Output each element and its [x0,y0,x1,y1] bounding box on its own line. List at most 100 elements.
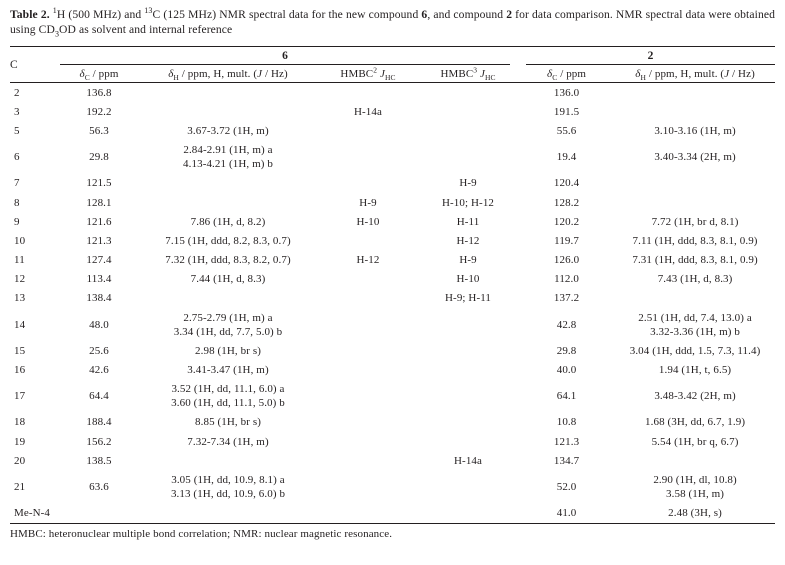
cell-line: 11 [14,254,25,267]
col-header-carbon: C [10,46,60,83]
cell-hmbc2 [318,413,418,432]
cell-carbon-number: 6 [10,141,60,174]
delta-symbol: δ [168,67,174,80]
table-row: 12 113.4 7.44 (1H, d, 8.3) H-10 112.0 7.43 (1… [10,270,775,289]
cell-line: 113.4 [86,273,112,286]
header-text: / ppm [557,67,587,80]
cell-line: 2.84-2.91 (1H, m) a [183,144,273,157]
cell-dh-compound-6 [138,174,318,193]
cell-hmbc2 [318,380,418,413]
header-text: / Hz) [262,67,288,80]
cell-line: 2.90 (1H, dl, 10.8) [653,473,737,486]
cell-dh-compound-6: 7.32 (1H, ddd, 8.3, 8.2, 0.7) [138,251,318,270]
table-row: 17 64.4 3.52 (1H, dd, 11.1, 6.0) a 3.60 (1H… [10,380,775,413]
cell-line: 15 [14,344,26,357]
column-header-row: δC / ppm δH / ppm, H, mult. (J / Hz) HMB… [10,64,776,83]
hmbc-superscript: 3 [473,64,478,74]
cell-line: 138.5 [86,454,112,467]
cell-hmbc2 [318,289,418,308]
cell-hmbc3: H-9 [418,174,518,193]
delta-subscript: C [84,72,90,82]
cell-dh-compound-6: 3.05 (1H, dd, 10.9, 8.1) a 3.13 (1H, dd, … [138,470,318,503]
cell-dc-compound-2: 52.0 [518,470,615,503]
cell-line: 17 [14,390,26,403]
cell-line: 3 [14,105,20,118]
cell-dc-compound-6: 48.0 [60,308,138,341]
delta-symbol: δ [547,67,553,80]
cell-dc-compound-6: 42.6 [60,360,138,379]
col-header-dh-6: δH / ppm, H, mult. (J / Hz) [138,65,318,83]
cell-carbon-number: 18 [10,413,60,432]
cell-carbon-number: 10 [10,231,60,250]
compound-6-label: 6 [60,47,511,65]
cell-line: 121.5 [86,177,112,190]
cell-dh-compound-6: 2.84-2.91 (1H, m) a 4.13-4.21 (1H, m) b [138,141,318,174]
cell-line: 42.8 [556,318,577,331]
caption-superscript-13c: 13 [144,6,153,16]
delta-subscript: C [552,72,558,82]
cell-line: 13 [14,292,26,305]
cell-line: 192.2 [86,105,112,118]
cell-line: 12 [14,273,26,286]
cell-hmbc3 [418,432,518,451]
cell-hmbc3 [418,102,518,121]
cell-carbon-number: 8 [10,193,60,212]
cell-dc-compound-2: 41.0 [518,503,616,524]
compound-2-label: 2 [526,47,776,65]
cell-line: 112.0 [554,273,579,286]
cell-dh-compound-2: 3.48-3.42 (2H, m) [615,380,775,413]
cell-dh-compound-2: 5.54 (1H, br q, 6.7) [615,432,775,451]
delta-subscript: H [640,72,646,82]
cell-dc-compound-2: 134.7 [518,451,615,470]
cell-carbon-number: 12 [10,270,60,289]
cell-line: 64.1 [556,390,577,403]
table-row: 10 121.3 7.15 (1H, ddd, 8.2, 8.3, 0.7) H-12… [10,231,775,250]
cell-dh-compound-6: 3.67-3.72 (1H, m) [138,121,318,140]
cell-line: 18 [14,416,26,429]
table-row: Me-N-4 41.0 2.48 (3H, s) [10,503,776,524]
cell-line: 48.0 [89,318,109,331]
cell-line: 3.32-3.36 (1H, m) b [650,325,740,338]
cell-hmbc2: H-12 [318,251,418,270]
table-row: 13 138.4 H-9; H-11 137.2 [10,289,775,308]
group-header-row: C 6 2 [10,46,776,83]
caption-text: , and compound [427,8,507,21]
cell-dc-compound-2: 120.4 [518,174,615,193]
table-row: 16 42.6 3.41-3.47 (1H, m) 40.0 1.94 (1H, t, … [10,360,775,379]
cell-hmbc3 [418,308,518,341]
cell-hmbc2 [318,141,418,174]
cell-line: 8 [14,196,20,209]
cell-hmbc2 [318,451,418,470]
cell-line: 7.32-7.34 (1H, m) [187,435,269,448]
cell-dh-compound-2 [615,289,775,308]
cell-dh-compound-2: 7.43 (1H, d, 8.3) [615,270,775,289]
cell-line: 7.11 (1H, ddd, 8.3, 8.1, 0.9) [632,234,758,247]
cell-line: 7.86 (1H, d, 8.2) [190,215,266,228]
cell-line: 138.4 [86,292,112,305]
cell-line: 20 [14,454,26,467]
cell-dc-compound-6: 127.4 [60,251,138,270]
cell-dh-compound-6: 8.85 (1H, br s) [138,413,318,432]
cell-line: 8.85 (1H, br s) [195,416,261,429]
cell-dh-compound-6 [138,193,318,212]
cell-line: 42.6 [89,364,109,377]
table-row: 11 127.4 7.32 (1H, ddd, 8.3, 8.2, 0.7) H-12… [10,251,775,270]
cell-carbon-number: 3 [10,102,60,121]
cell-line: 19.4 [556,151,577,164]
cell-dh-compound-2 [615,174,775,193]
cell-hmbc2 [318,341,418,360]
cell-dh-compound-6 [138,83,318,103]
cell-hmbc3 [418,470,518,503]
caption-text: H (500 MHz) and [56,8,145,21]
cell-dc-compound-2: 119.7 [518,231,615,250]
table-row: 18 188.4 8.85 (1H, br s) 10.8 1.68 (3H, dd, … [10,413,775,432]
cell-dc-compound-6: 128.1 [60,193,138,212]
header-text: / ppm, H, mult. ( [178,67,258,80]
cell-hmbc3: H-10; H-12 [418,193,518,212]
cell-line: H-14a [354,105,382,118]
col-header-dc-6: δC / ppm [60,65,138,83]
cell-line: 136.0 [553,86,580,99]
delta-symbol: δ [79,67,85,80]
cell-hmbc2 [318,470,418,503]
cell-dc-compound-2: 136.0 [518,83,615,103]
